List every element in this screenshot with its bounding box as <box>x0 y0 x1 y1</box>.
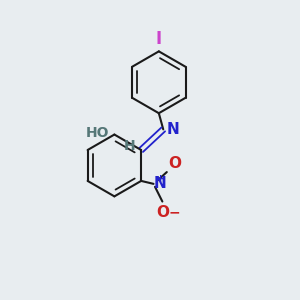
Text: −: − <box>169 205 181 219</box>
Text: H: H <box>124 139 136 153</box>
Text: +: + <box>155 174 165 184</box>
Text: N: N <box>154 176 167 191</box>
Text: N: N <box>167 122 180 137</box>
Text: I: I <box>156 30 162 48</box>
Text: HO: HO <box>85 126 109 140</box>
Text: O: O <box>168 156 181 171</box>
Text: O: O <box>156 205 169 220</box>
